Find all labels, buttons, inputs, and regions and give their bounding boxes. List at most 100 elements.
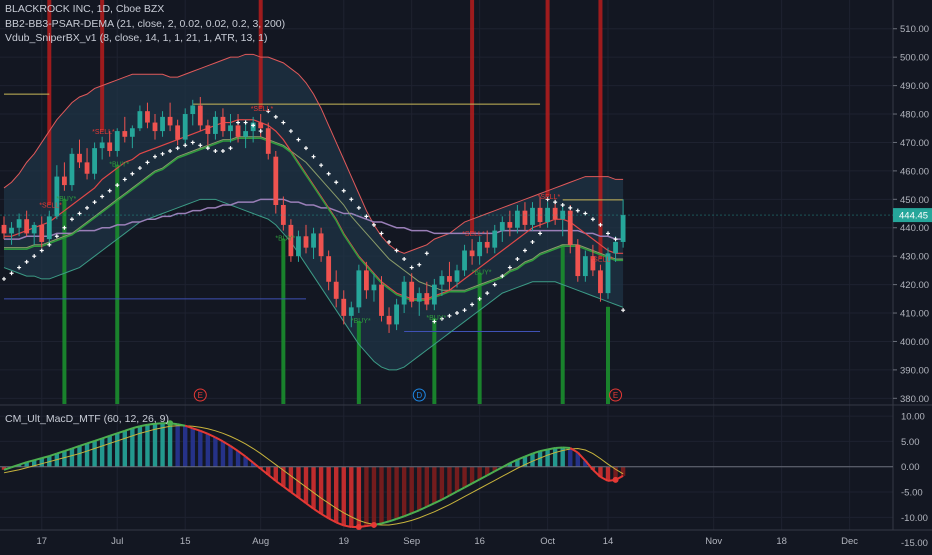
psar-point (485, 291, 490, 296)
macd-histogram-bar (469, 466, 475, 484)
macd-cross-point (612, 476, 619, 483)
psar-point (402, 257, 407, 262)
macd-line-segment (532, 450, 541, 455)
sell-annotation: *SELL* (538, 194, 561, 201)
macd-histogram-bar (107, 435, 112, 467)
price-axis-label: 410.00 (900, 309, 929, 320)
candle-body (598, 270, 603, 294)
sell-signal-bar (100, 0, 105, 131)
time-axis-label: 15 (180, 536, 191, 547)
candle-body (364, 270, 369, 291)
psar-point (560, 203, 565, 207)
candle-body (605, 253, 611, 294)
time-axis-label: 19 (338, 536, 349, 547)
sell-annotation: *SELL* (39, 203, 62, 210)
macd-line-segment (237, 450, 247, 458)
psar-point (621, 308, 626, 313)
macd-histogram-bar (205, 433, 211, 467)
current-price-label: 444.45 (899, 211, 928, 222)
candle-body (182, 114, 188, 140)
macd-line-segment (501, 462, 511, 469)
candle-body (326, 256, 332, 282)
macd-line-segment (154, 422, 163, 425)
indicator-vdub-sniper[interactable]: Vdub_SniperBX_v1 (8, close, 14, 1, 1, 21… (5, 32, 268, 44)
macd-axis-label: -10.00 (901, 513, 928, 524)
macd-histogram-bar (424, 466, 429, 507)
buy-signal-bar (115, 164, 120, 404)
macd-histogram-bar (545, 449, 550, 467)
macd-line-segment (335, 521, 345, 527)
psar-point (288, 129, 293, 134)
psar-point (32, 254, 37, 259)
candle-body (280, 205, 286, 225)
macd-line-segment (229, 445, 239, 452)
macd-histogram-bar (371, 466, 377, 525)
macd-line-segment (433, 498, 443, 505)
price-axis-label: 390.00 (900, 365, 929, 376)
sell-signal-bar (598, 0, 603, 259)
macd-line-segment (26, 459, 35, 464)
candle-body (439, 276, 445, 285)
time-axis-label: 18 (776, 536, 787, 547)
price-axis-label: 420.00 (900, 280, 929, 291)
indicator-macd-title[interactable]: CM_Ult_MacD_MTF (60, 12, 26, 9) (5, 413, 169, 425)
candle-body (92, 148, 97, 174)
buy-signal-bar (560, 244, 565, 404)
candle-body (99, 142, 105, 149)
psar-point (62, 225, 67, 230)
psar-point (77, 211, 82, 216)
macd-histogram-bar (356, 466, 362, 527)
candle-body (303, 236, 309, 248)
psar-point (356, 205, 361, 210)
macd-histogram-bar (167, 423, 173, 467)
macd-line-segment (403, 512, 413, 518)
buy-annotation: *BUY* (472, 270, 492, 277)
macd-histogram-bar (152, 423, 158, 467)
macd-line-segment (320, 512, 330, 520)
macd-histogram-bar (409, 466, 414, 514)
candle-body (341, 298, 347, 316)
psar-point (205, 146, 210, 151)
macd-histogram-bar (99, 438, 105, 467)
candle-body (311, 233, 316, 248)
psar-point (545, 197, 550, 202)
candle-body (447, 276, 452, 282)
psar-point (515, 257, 520, 262)
psar-point (251, 123, 256, 128)
macd-histogram-bar (568, 448, 573, 467)
macd-line-segment (207, 432, 216, 439)
indicator-bb-psar-dema[interactable]: BB2-BB3-PSAR-DEMA (21, close, 2, 0.02, 0… (5, 18, 286, 30)
price-axis-label: 460.00 (900, 166, 929, 177)
macd-histogram-bar (364, 466, 369, 526)
candle-body (477, 241, 483, 257)
macd-histogram-bar (250, 462, 256, 467)
candle-body (409, 281, 415, 302)
macd-histogram-bar (122, 430, 127, 467)
macd-histogram-bar (605, 466, 611, 481)
macd-line-segment (418, 505, 428, 512)
candle-body (145, 111, 150, 123)
macd-line-segment (184, 424, 194, 430)
psar-point (371, 222, 376, 227)
macd-axis-label: 10.00 (901, 412, 925, 423)
candle-body (522, 210, 528, 225)
candle-body (77, 153, 82, 163)
psar-point (304, 146, 308, 151)
macd-line-segment (569, 447, 579, 454)
macd-line-segment (456, 486, 466, 493)
psar-point (364, 214, 369, 219)
psar-point (553, 200, 558, 205)
candle-body (484, 241, 490, 248)
price-axis-label: 450.00 (900, 195, 929, 206)
macd-line-segment (411, 509, 420, 515)
time-axis-label: 17 (36, 536, 47, 547)
candle-body (515, 210, 520, 228)
candle-body (394, 304, 399, 325)
price-axis-label: 470.00 (900, 138, 929, 149)
buy-signal-bar (477, 272, 482, 404)
event-marker-icon (609, 388, 623, 402)
macd-histogram-bar (379, 466, 384, 524)
psar-point (492, 282, 497, 287)
macd-histogram-bar (296, 466, 301, 498)
